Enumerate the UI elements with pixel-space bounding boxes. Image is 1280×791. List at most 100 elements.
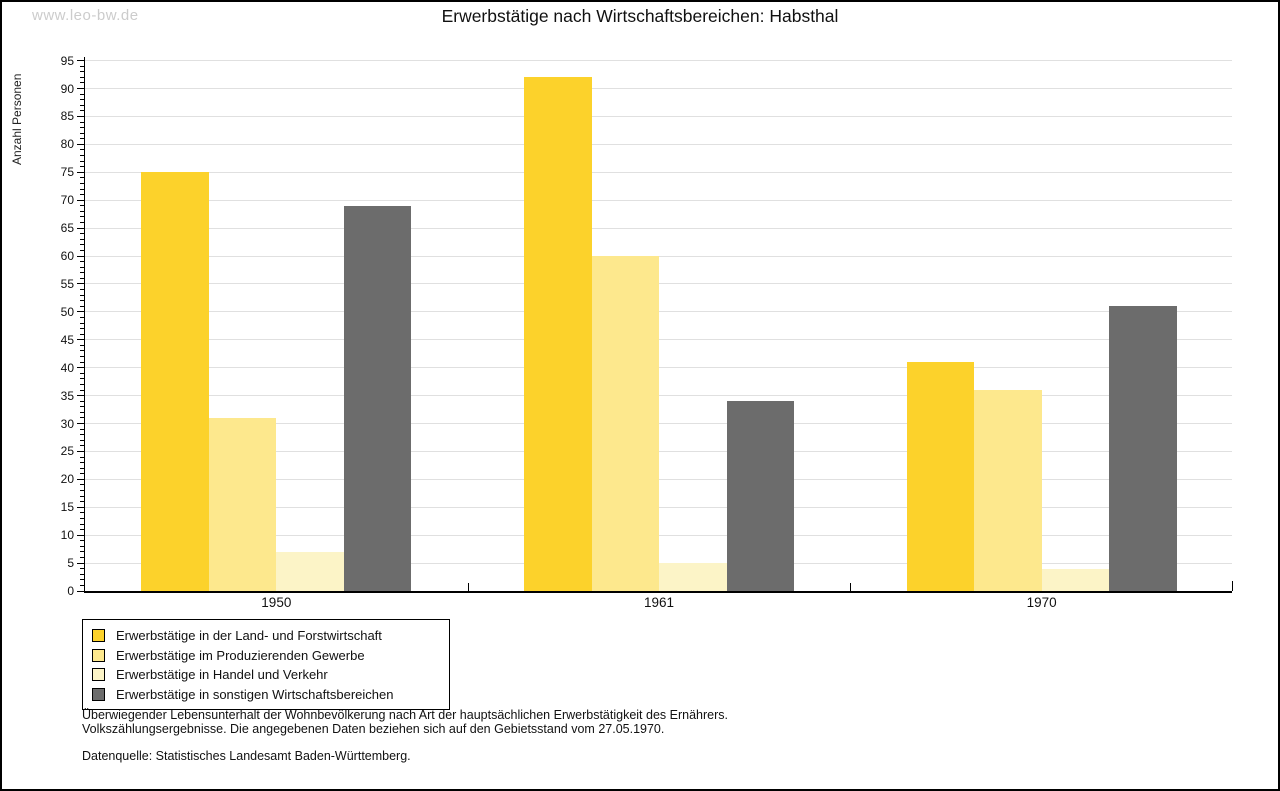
footnote-line-1: Überwiegender Lebensunterhalt der Wohnbe… bbox=[82, 708, 728, 722]
y-minor-tick-53 bbox=[80, 294, 84, 296]
bar-1961-series-3 bbox=[659, 563, 727, 591]
gridline-65 bbox=[85, 227, 1232, 229]
x-tick-label-1970: 1970 bbox=[1026, 595, 1057, 610]
bar-1970-series-3 bbox=[1041, 568, 1110, 591]
y-minor-tick-7 bbox=[80, 551, 84, 553]
gridline-95 bbox=[85, 60, 1232, 62]
y-minor-tick-28 bbox=[80, 434, 84, 436]
y-minor-tick-41 bbox=[80, 361, 84, 363]
gridline-80 bbox=[85, 143, 1232, 145]
y-minor-tick-67 bbox=[80, 216, 84, 218]
y-minor-tick-56 bbox=[80, 277, 84, 279]
bar-1961-series-2 bbox=[591, 256, 659, 591]
y-minor-tick-43 bbox=[80, 350, 84, 352]
y-minor-tick-59 bbox=[80, 261, 84, 263]
y-minor-tick-94 bbox=[80, 65, 84, 67]
y-tick-label-25: 25 bbox=[60, 444, 74, 459]
y-minor-tick-78 bbox=[80, 155, 84, 156]
bar-1961-series-1 bbox=[524, 77, 592, 591]
y-minor-tick-52 bbox=[80, 300, 84, 302]
y-minor-tick-71 bbox=[80, 194, 84, 196]
y-minor-tick-86 bbox=[80, 110, 84, 112]
y-tick-label-40: 40 bbox=[60, 360, 74, 375]
y-minor-tick-12 bbox=[80, 523, 84, 525]
x-boundary-tick-1 bbox=[467, 583, 469, 591]
footnote-source: Datenquelle: Statistisches Landesamt Bad… bbox=[82, 749, 411, 763]
y-minor-tick-37 bbox=[80, 383, 84, 385]
y-minor-tick-74 bbox=[80, 177, 84, 179]
y-major-tick-45 bbox=[77, 339, 84, 341]
y-minor-tick-8 bbox=[80, 545, 84, 547]
y-major-tick-65 bbox=[77, 227, 84, 229]
y-minor-tick-29 bbox=[80, 428, 84, 430]
x-tick-label-1950: 1950 bbox=[261, 595, 292, 610]
legend-item-2: Erwerbstätige im Produzierenden Gewerbe bbox=[92, 646, 440, 666]
y-major-tick-5 bbox=[77, 562, 84, 564]
legend-label-3: Erwerbstätige in Handel und Verkehr bbox=[116, 667, 328, 683]
y-minor-tick-68 bbox=[80, 210, 84, 212]
y-tick-label-55: 55 bbox=[60, 276, 74, 291]
legend-item-1: Erwerbstätige in der Land- und Forstwirt… bbox=[92, 626, 440, 646]
y-minor-tick-13 bbox=[80, 517, 84, 519]
y-tick-label-15: 15 bbox=[60, 500, 74, 515]
y-minor-tick-48 bbox=[80, 322, 84, 324]
y-minor-tick-54 bbox=[80, 289, 84, 290]
y-minor-tick-27 bbox=[80, 439, 84, 441]
y-major-tick-30 bbox=[77, 423, 84, 424]
y-tick-label-35: 35 bbox=[60, 388, 74, 403]
y-minor-tick-9 bbox=[80, 540, 84, 542]
y-minor-tick-79 bbox=[80, 149, 84, 151]
y-minor-tick-22 bbox=[80, 467, 84, 469]
legend-label-1: Erwerbstätige in der Land- und Forstwirt… bbox=[116, 628, 382, 644]
y-tick-label-75: 75 bbox=[60, 165, 74, 180]
y-minor-tick-47 bbox=[80, 328, 84, 330]
y-major-tick-70 bbox=[77, 199, 84, 201]
y-major-tick-80 bbox=[77, 143, 84, 145]
y-axis-title: Anzahl Personen bbox=[10, 73, 24, 165]
y-minor-tick-34 bbox=[80, 400, 84, 402]
legend-swatch-2 bbox=[92, 648, 105, 662]
plot-area: 0 5 10 15 20 25 30 35 40 45 50 55 60 65 70 75 80 85 90 95 19… bbox=[61, 54, 1233, 610]
y-minor-tick-33 bbox=[80, 406, 84, 408]
y-minor-tick-38 bbox=[80, 378, 84, 380]
bar-1970-series-4 bbox=[1109, 306, 1177, 591]
bar-1970-series-2 bbox=[974, 390, 1042, 591]
y-minor-tick-82 bbox=[80, 132, 84, 134]
gridline-90 bbox=[85, 88, 1232, 89]
y-minor-tick-87 bbox=[80, 104, 84, 106]
y-minor-tick-19 bbox=[80, 484, 84, 486]
y-minor-tick-36 bbox=[80, 389, 84, 391]
y-minor-tick-46 bbox=[80, 333, 84, 335]
y-tick-label-65: 65 bbox=[60, 221, 74, 236]
y-minor-tick-39 bbox=[80, 372, 84, 374]
y-minor-tick-66 bbox=[80, 222, 84, 223]
footnote-line-2: Volkszählungsergebnisse. Die angegebenen… bbox=[82, 722, 665, 736]
bar-1950-series-4 bbox=[343, 205, 412, 591]
bar-1950-series-1 bbox=[141, 172, 209, 591]
y-minor-tick-51 bbox=[80, 305, 84, 307]
y-minor-tick-44 bbox=[80, 344, 84, 346]
y-minor-tick-72 bbox=[80, 188, 84, 190]
y-minor-tick-42 bbox=[80, 356, 84, 357]
bar-1950-series-3 bbox=[276, 551, 344, 591]
y-minor-tick-83 bbox=[80, 127, 84, 129]
y-major-tick-40 bbox=[77, 367, 84, 369]
y-minor-tick-23 bbox=[80, 462, 84, 464]
y-minor-tick-77 bbox=[80, 160, 84, 162]
bar-1950-series-2 bbox=[208, 417, 277, 591]
y-minor-tick-69 bbox=[80, 205, 84, 207]
y-tick-label-0: 0 bbox=[67, 584, 74, 598]
y-minor-tick-57 bbox=[80, 272, 84, 274]
x-axis-end-tick bbox=[1232, 581, 1233, 591]
y-minor-tick-63 bbox=[80, 238, 84, 240]
y-minor-tick-32 bbox=[80, 411, 84, 413]
legend-item-4: Erwerbstätige in sonstigen Wirtschaftsbe… bbox=[92, 685, 440, 705]
y-minor-tick-14 bbox=[80, 512, 84, 514]
y-minor-tick-64 bbox=[80, 233, 84, 235]
footnotes: Überwiegender Lebensunterhalt der Wohnbe… bbox=[82, 708, 728, 763]
y-major-tick-55 bbox=[77, 283, 84, 285]
y-tick-label-5: 5 bbox=[67, 556, 74, 571]
y-major-tick-25 bbox=[77, 450, 84, 452]
y-tick-label-90: 90 bbox=[60, 81, 74, 96]
